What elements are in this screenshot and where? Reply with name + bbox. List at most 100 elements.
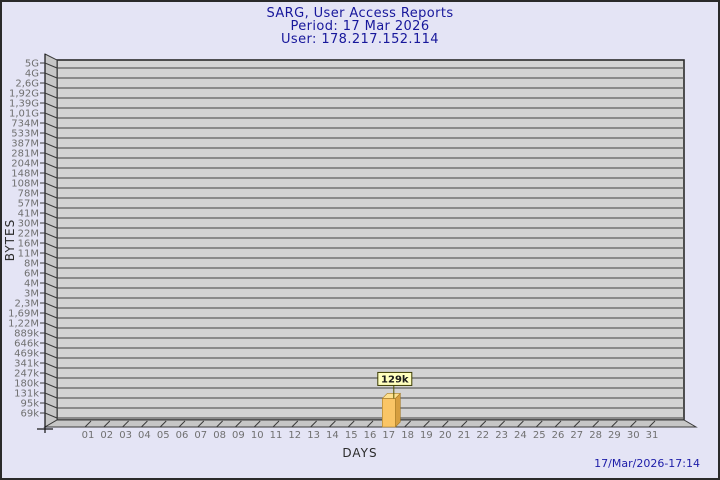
x-tick [347, 420, 355, 428]
x-tick [197, 420, 205, 428]
x-tick-label: 10 [251, 430, 264, 441]
x-tick [291, 420, 299, 428]
x-tick [479, 420, 487, 428]
x-tick-label: 02 [100, 430, 113, 441]
y-tick-label: 4G [25, 69, 39, 80]
bar-side-face [394, 392, 401, 428]
y-tick-label: 41M [18, 209, 39, 220]
x-tick-label: 18 [401, 430, 414, 441]
y-tick-label: 5G [25, 59, 39, 70]
y-tick-label: 148M [11, 169, 39, 180]
left-wall [44, 53, 58, 428]
y-tick-label: 469k [14, 349, 39, 360]
x-tick [423, 420, 430, 428]
x-tick-label: 08 [213, 430, 226, 441]
y-tick [40, 222, 58, 229]
x-tick [592, 420, 599, 428]
y-tick [40, 172, 58, 179]
x-tick-label: 25 [533, 430, 546, 441]
x-tick-label: 30 [627, 430, 640, 441]
y-tick-label: 1,39G [9, 99, 39, 110]
y-tick [40, 362, 58, 369]
y-tick [40, 112, 58, 119]
x-tick-label: 31 [646, 430, 659, 441]
y-tick [40, 82, 58, 89]
x-tick-label: 16 [364, 430, 377, 441]
y-tick [40, 192, 58, 199]
y-tick [40, 212, 58, 219]
y-tick-label: 22M [18, 229, 39, 240]
bar-front-face [381, 398, 396, 428]
x-tick-label: 21 [458, 430, 471, 441]
x-tick-label: 28 [589, 430, 602, 441]
x-tick-label: 12 [288, 430, 301, 441]
y-tick [40, 382, 58, 389]
x-tick [84, 420, 92, 428]
y-tick-label: 95k [20, 399, 39, 410]
y-tick [40, 202, 58, 209]
y-tick-label: 180k [14, 379, 39, 390]
x-tick [141, 420, 148, 428]
bar-day-17: 129k [377, 371, 413, 428]
y-tick-label: 131k [14, 389, 39, 400]
y-tick-label: 1,69M [8, 309, 39, 320]
x-tick [441, 420, 449, 428]
chart-user: User: 178.217.152.114 [281, 32, 439, 47]
y-tick [40, 262, 58, 269]
y-tick [40, 312, 58, 319]
y-tick [40, 232, 58, 239]
x-tick [178, 420, 186, 428]
y-tick-label: 78M [18, 189, 39, 200]
x-tick-label: 01 [82, 430, 95, 441]
y-tick-label: 204M [11, 159, 39, 170]
x-tick-label: 13 [307, 430, 320, 441]
chart-title: SARG, User Access Reports [266, 6, 453, 21]
y-tick-label: 4M [24, 279, 39, 290]
x-tick-label: 14 [326, 430, 339, 441]
y-tick [40, 142, 58, 149]
x-tick-label: 07 [194, 430, 207, 441]
x-tick [611, 420, 618, 428]
x-tick-label: 19 [420, 430, 433, 441]
bar-value-label: 129k [381, 374, 409, 385]
y-tick [40, 372, 58, 379]
y-tick-label: 387M [11, 139, 39, 150]
x-tick [329, 420, 336, 428]
y-tick-label: 889k [14, 329, 39, 340]
x-tick-label: 04 [138, 430, 151, 441]
x-tick [517, 420, 524, 428]
x-tick-label: 11 [270, 430, 283, 441]
y-tick-label: 30M [18, 219, 39, 230]
y-tick-label: 646k [14, 339, 39, 350]
x-tick-label: 03 [119, 430, 132, 441]
y-tick-label: 8M [24, 259, 39, 270]
y-tick [40, 152, 58, 159]
y-tick [40, 412, 58, 419]
bars: 129k [377, 371, 413, 428]
x-tick-label: 24 [514, 430, 527, 441]
y-tick [40, 352, 58, 359]
y-tick-label: 3M [24, 289, 39, 300]
x-tick [272, 420, 280, 428]
x-tick [310, 420, 317, 428]
x-axis-title: DAYS [342, 446, 377, 460]
x-tick-label: 29 [608, 430, 621, 441]
y-tick [40, 132, 58, 139]
y-tick-label: 247k [14, 369, 39, 380]
x-tick [404, 420, 411, 428]
plot-background [56, 59, 685, 421]
y-tick-label: 57M [18, 199, 39, 210]
y-tick [40, 322, 58, 329]
report-timestamp: 17/Mar/2026-17:14 [594, 457, 700, 470]
y-tick [40, 292, 58, 299]
y-tick-label: 1,22M [8, 319, 39, 330]
x-tick [498, 420, 505, 428]
y-axis-ticks: 5G4G2,6G1,92G1,39G1,01G734M533M387M281M2… [8, 59, 58, 420]
y-tick-label: 16M [18, 239, 39, 250]
y-tick-label: 6M [24, 269, 39, 280]
x-tick [235, 420, 242, 428]
y-tick [40, 252, 58, 259]
x-tick-label: 06 [176, 430, 189, 441]
